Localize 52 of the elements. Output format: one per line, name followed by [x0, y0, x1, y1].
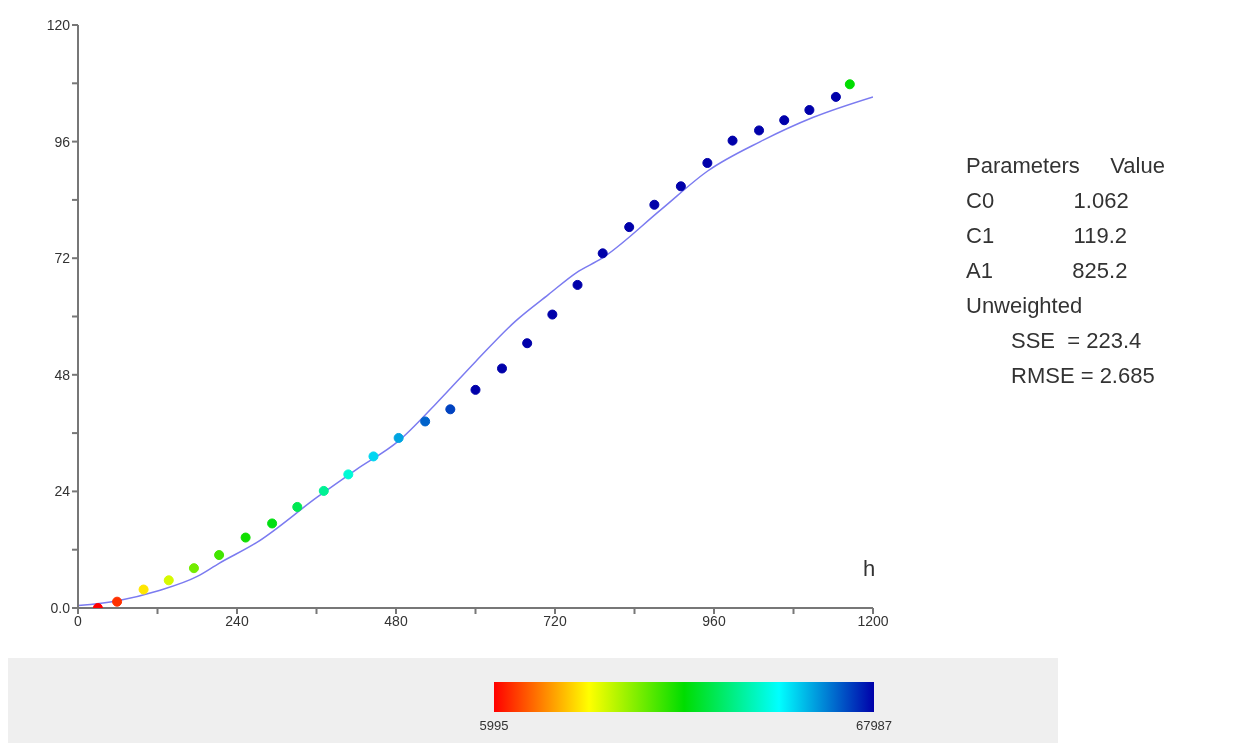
point: [163, 575, 174, 586]
y-tick-label: 48: [54, 366, 71, 383]
text: Parameters Value: [966, 152, 1165, 180]
point: [727, 135, 738, 146]
y-tick-label: 96: [54, 133, 71, 150]
point: [547, 309, 558, 320]
x-tick-label: 0: [74, 612, 83, 629]
text: RMSE = 2.685: [1010, 362, 1156, 390]
point: [470, 384, 481, 395]
point: [830, 91, 841, 102]
point: [496, 363, 508, 374]
text: C0 1.062: [966, 187, 1130, 215]
y-tick-label: 24: [54, 483, 71, 500]
point: [318, 485, 329, 496]
point: [572, 279, 583, 290]
y-tick-label: 72: [54, 250, 71, 267]
point: [779, 115, 790, 126]
point: [267, 518, 278, 529]
x-tick-label: 480: [384, 612, 408, 629]
point: [138, 584, 149, 595]
x-tick-label: 960: [702, 612, 726, 629]
point: [393, 432, 404, 443]
x-tick-label: 240: [225, 612, 249, 629]
point: [368, 451, 379, 462]
point: [804, 105, 815, 116]
point: [522, 338, 533, 349]
point: [624, 222, 635, 233]
point: [702, 157, 713, 168]
point: [445, 404, 456, 415]
point: [240, 532, 251, 543]
x-tick-label: 720: [543, 612, 567, 629]
point: [188, 563, 199, 574]
y-tick-label: 120: [46, 16, 71, 33]
point: [597, 248, 608, 259]
x-tick-label: 1200: [857, 612, 889, 629]
point: [343, 469, 354, 480]
text: A1 825.2: [966, 257, 1129, 285]
point: [675, 181, 686, 192]
point: [420, 416, 431, 427]
point: [214, 550, 225, 561]
y-tick-label: 0.0: [50, 599, 71, 616]
text: C1 119.2: [966, 222, 1128, 250]
point: [844, 79, 855, 90]
x-axis-title: h: [863, 556, 876, 582]
point: [112, 596, 123, 607]
text: SSE = 223.4: [1010, 327, 1143, 355]
point: [754, 125, 765, 136]
point: [649, 199, 660, 210]
text: Unweighted: [966, 292, 1084, 320]
point: [292, 501, 303, 512]
color-bar-label: 5995: [478, 718, 510, 733]
color-bar-label: 67987: [854, 718, 894, 733]
